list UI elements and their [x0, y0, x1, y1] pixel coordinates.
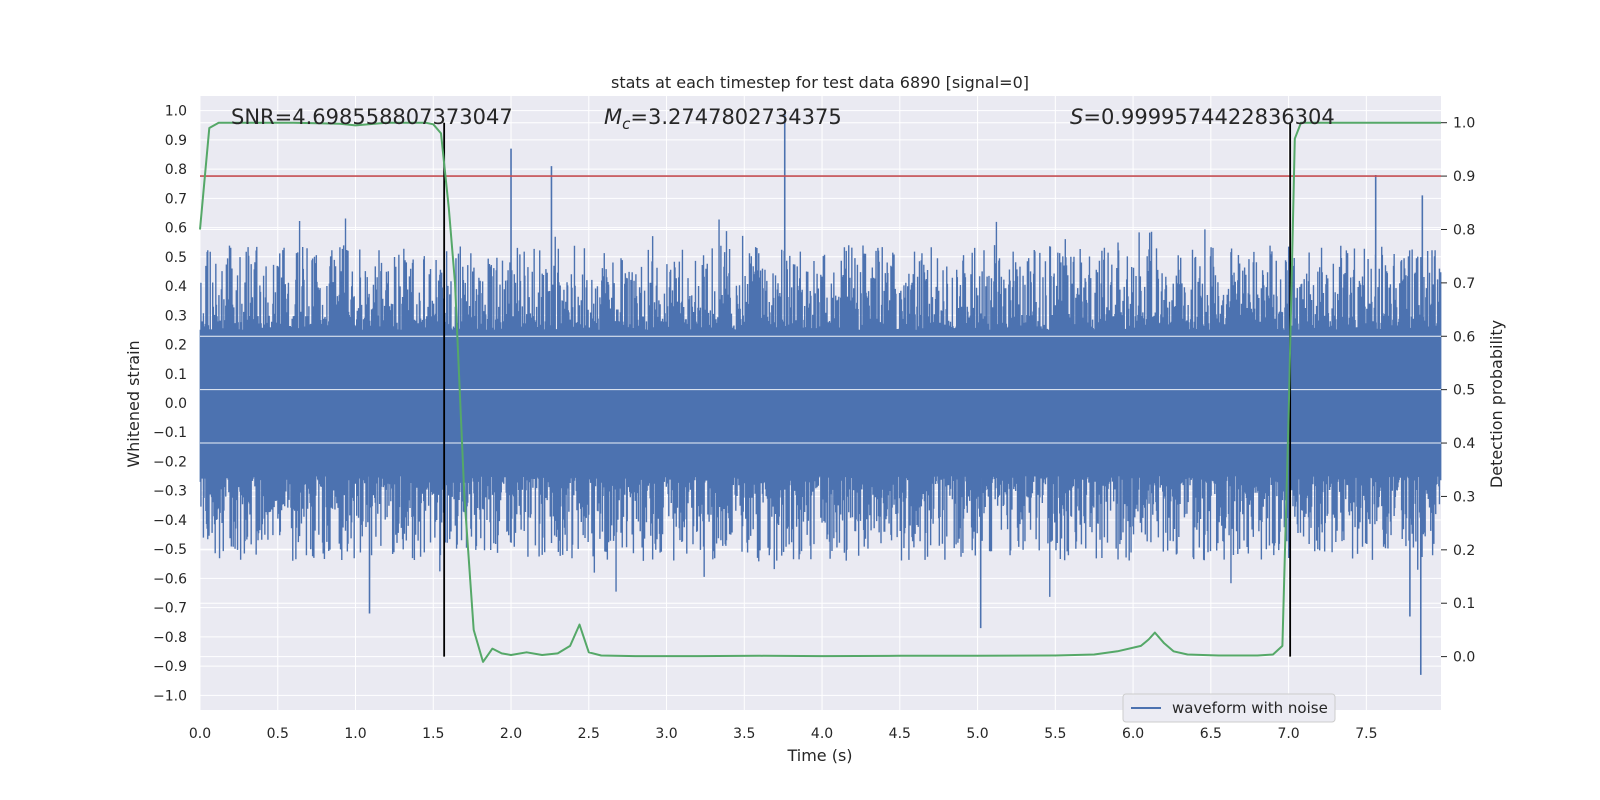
x-tick-label: 5.0 — [966, 726, 988, 742]
x-tick-label: 1.5 — [422, 726, 444, 742]
x-tick-label: 0.5 — [267, 726, 289, 742]
waveform-series — [199, 110, 1442, 675]
x-tick-label: 6.0 — [1122, 726, 1144, 742]
y-right-tick-label: 0.2 — [1453, 543, 1475, 559]
probability-series — [199, 121, 1441, 663]
y-left-tick-label: −0.7 — [153, 601, 187, 617]
x-tick-label: 3.0 — [655, 726, 677, 742]
legend-label: waveform with noise — [1172, 699, 1328, 717]
x-tick-label: 1.0 — [344, 726, 366, 742]
s-symbol: S — [1070, 105, 1083, 129]
x-tick-label: 0.0 — [189, 726, 211, 742]
legend-box — [1122, 693, 1336, 723]
y-left-tick-label: 0.1 — [165, 367, 187, 383]
y-left-tick-label: 0.7 — [165, 191, 187, 207]
y-left-tick-label: −0.3 — [153, 484, 187, 500]
probability-line — [199, 121, 1441, 663]
y-right-tick-label: 0.9 — [1453, 169, 1475, 185]
y-left-tick-label: 0.2 — [165, 338, 187, 354]
y-right-tick-label: 0.1 — [1453, 596, 1475, 612]
chart-title: stats at each timestep for test data 689… — [611, 73, 1029, 92]
y-axis-right-ticks: 0.0 0.1 0.2 0.3 0.4 0.5 0.6 0.7 0.8 0.9 1.0 — [1441, 116, 1475, 666]
y-left-tick-label: 0.0 — [165, 396, 187, 412]
y-right-tick-label: 0.3 — [1453, 489, 1475, 505]
snr-annotation: SNR=4.698558807373047 — [231, 105, 513, 129]
chirp-mass-annotation: Mc=3.2747802734375 — [604, 105, 842, 133]
y-left-tick-label: −0.6 — [153, 571, 187, 587]
y-left-tick-label: 1.0 — [165, 104, 187, 120]
y-right-tick-label: 0.6 — [1453, 329, 1475, 345]
y-left-tick-label: −1.0 — [153, 688, 187, 704]
y-left-tick-label: 0.8 — [165, 162, 187, 178]
y-axis-left-label: Whitened strain — [124, 340, 143, 467]
y-right-tick-label: 1.0 — [1453, 116, 1475, 132]
x-tick-label: 4.0 — [811, 726, 833, 742]
s-annotation: S=0.9999574422836304 — [1070, 105, 1335, 129]
y-left-tick-label: 0.9 — [165, 133, 187, 149]
y-right-tick-label: 0.4 — [1453, 436, 1475, 452]
legend: waveform with noise — [1122, 693, 1336, 723]
x-tick-label: 2.0 — [500, 726, 522, 742]
y-left-tick-label: −0.2 — [153, 454, 187, 470]
y-left-tick-label: −0.1 — [153, 425, 187, 441]
y-left-tick-label: 0.3 — [165, 308, 187, 324]
x-tick-label: 5.5 — [1044, 726, 1066, 742]
y-left-tick-label: 0.5 — [165, 250, 187, 266]
s-value: =0.9999574422836304 — [1083, 105, 1334, 129]
y-right-tick-label: 0.8 — [1453, 222, 1475, 238]
y-left-tick-label: −0.5 — [153, 542, 187, 558]
x-axis-label: Time (s) — [786, 746, 852, 765]
y-left-tick-label: −0.8 — [153, 630, 187, 646]
x-tick-label: 7.0 — [1277, 726, 1299, 742]
x-tick-label: 3.5 — [733, 726, 755, 742]
y-right-tick-label: 0.0 — [1453, 650, 1475, 666]
waveform-core-band — [200, 329, 1441, 477]
x-tick-label: 2.5 — [578, 726, 600, 742]
y-left-tick-label: −0.4 — [153, 513, 187, 529]
y-left-tick-label: 0.6 — [165, 221, 187, 237]
x-tick-label: 4.5 — [889, 726, 911, 742]
y-right-tick-label: 0.7 — [1453, 276, 1475, 292]
y-left-tick-label: −0.9 — [153, 659, 187, 675]
y-axis-left-ticks: −1.0 −0.9 −0.8 −0.7 −0.6 −0.5 −0.4 −0.3 −0.2 −0.1… — [153, 104, 187, 705]
chirp-mass-subscript: c — [622, 115, 631, 133]
y-left-tick-label: 0.4 — [165, 279, 187, 295]
x-axis-ticks: 0.0 0.5 1.0 1.5 2.0 2.5 3.0 3.5 4.0 4.5 5.0 5.5 6.0 6… — [189, 726, 1378, 742]
x-tick-label: 7.5 — [1355, 726, 1377, 742]
y-axis-right-label: Detection probability — [1487, 320, 1506, 488]
y-right-tick-label: 0.5 — [1453, 383, 1475, 399]
x-tick-label: 6.5 — [1200, 726, 1222, 742]
chirp-mass-value: =3.2747802734375 — [630, 105, 841, 129]
chirp-mass-symbol: M — [604, 105, 622, 129]
